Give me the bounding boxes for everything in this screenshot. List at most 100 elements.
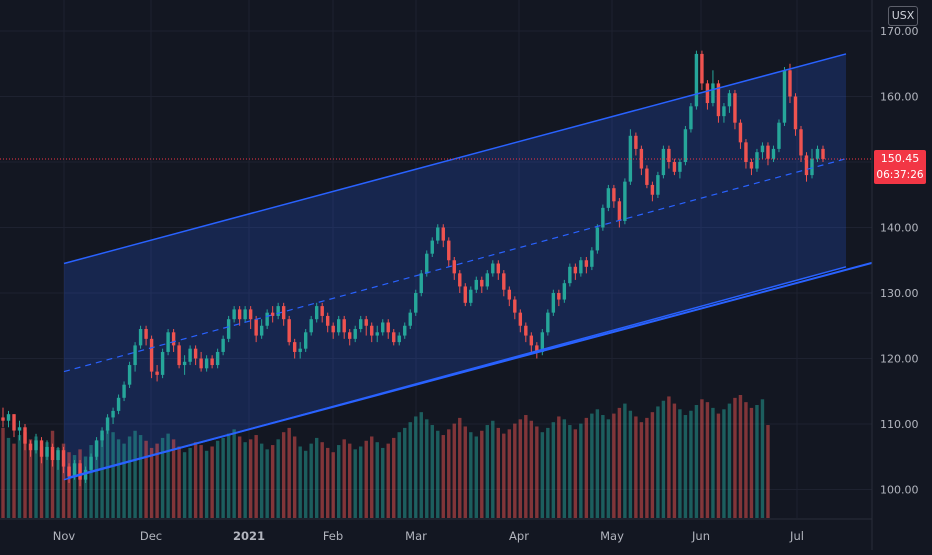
x-tick-label: 2021 bbox=[233, 529, 265, 543]
volume-bar bbox=[612, 413, 616, 518]
volume-bar bbox=[12, 443, 16, 518]
candle-body bbox=[804, 155, 809, 176]
volume-bar bbox=[259, 443, 264, 518]
candle-body bbox=[469, 289, 473, 303]
candle-body bbox=[160, 351, 165, 375]
candle-body bbox=[634, 135, 638, 149]
candle-body bbox=[94, 440, 99, 457]
volume-bar bbox=[419, 412, 423, 518]
candle-body bbox=[458, 273, 462, 287]
candle-body bbox=[738, 122, 743, 143]
volume-bar bbox=[83, 456, 88, 518]
currency-badge[interactable]: USX bbox=[888, 6, 918, 26]
volume-bar bbox=[573, 429, 578, 518]
volume-bar bbox=[226, 433, 231, 518]
volume-bar bbox=[689, 410, 693, 518]
x-tick-label: Apr bbox=[509, 529, 529, 543]
candle-body bbox=[133, 345, 137, 366]
x-tick-label: Feb bbox=[323, 529, 343, 543]
candle-body bbox=[127, 365, 132, 385]
candle-body bbox=[232, 309, 236, 320]
volume-bar bbox=[507, 429, 512, 518]
volume-bar bbox=[155, 443, 159, 518]
last-price-tag: 150.45 06:37:26 bbox=[874, 150, 926, 185]
volume-bar bbox=[744, 402, 748, 518]
candle-body bbox=[215, 351, 220, 366]
candle-body bbox=[34, 440, 38, 451]
candle-body bbox=[281, 306, 286, 320]
volume-bar bbox=[645, 417, 649, 518]
candle-body bbox=[705, 83, 710, 104]
volume-bar bbox=[601, 415, 605, 518]
volume-bar bbox=[45, 442, 49, 518]
volume-bar bbox=[579, 423, 583, 518]
y-tick-label: 170.00 bbox=[880, 25, 919, 38]
candle-body bbox=[485, 273, 490, 287]
candle-body bbox=[276, 306, 280, 316]
volume-bar bbox=[595, 409, 600, 518]
volume-bar bbox=[678, 409, 682, 518]
candle-body bbox=[535, 345, 539, 352]
volume-bar bbox=[127, 436, 132, 518]
volume-bar bbox=[403, 427, 407, 518]
volume-bar bbox=[281, 432, 286, 518]
volume-bar bbox=[292, 436, 297, 518]
candle-body bbox=[397, 335, 401, 343]
candle-body bbox=[83, 469, 88, 480]
candle-body bbox=[436, 227, 440, 241]
volume-bar bbox=[232, 429, 236, 518]
candle-body bbox=[694, 53, 699, 107]
candle-body bbox=[518, 312, 523, 326]
candle-body bbox=[325, 315, 330, 326]
candle-body bbox=[771, 148, 776, 159]
volume-bar bbox=[694, 405, 699, 518]
volume-bar bbox=[375, 442, 379, 518]
candle-body bbox=[392, 332, 396, 343]
candle-body bbox=[353, 329, 357, 339]
candle-body bbox=[50, 446, 55, 461]
candle-body bbox=[645, 168, 649, 185]
volume-bar bbox=[276, 439, 280, 518]
candle-body bbox=[540, 332, 545, 352]
candle-body bbox=[590, 250, 594, 267]
candle-body bbox=[584, 260, 589, 267]
y-tick-label: 110.00 bbox=[880, 418, 919, 431]
candle-body bbox=[727, 93, 732, 107]
candle-body bbox=[23, 427, 27, 444]
channel-upper-line bbox=[63, 53, 847, 265]
candle-body bbox=[529, 335, 534, 346]
volume-bar bbox=[557, 416, 561, 518]
volume-bar bbox=[325, 447, 330, 518]
volume-bar bbox=[491, 420, 495, 518]
volume-bar bbox=[700, 399, 704, 518]
volume-bar bbox=[397, 432, 401, 518]
candle-body bbox=[149, 338, 154, 372]
candle-body bbox=[480, 279, 484, 287]
volume-bar bbox=[628, 410, 633, 518]
x-tick-label: May bbox=[600, 529, 624, 543]
candle-body bbox=[623, 181, 627, 221]
volume-bar bbox=[474, 436, 478, 518]
volume-bar bbox=[287, 427, 291, 518]
candle-body bbox=[89, 456, 93, 470]
candle-body bbox=[100, 430, 104, 441]
volume-bar bbox=[34, 436, 38, 518]
candle-body bbox=[656, 175, 660, 195]
candle-body bbox=[815, 148, 820, 159]
candle-body bbox=[419, 273, 423, 293]
candle-body bbox=[782, 70, 787, 123]
candle-body bbox=[243, 309, 247, 320]
candle-body bbox=[144, 329, 148, 339]
volume-bar bbox=[100, 435, 104, 518]
candle-body bbox=[105, 417, 110, 431]
volume-bar bbox=[221, 437, 225, 518]
volume-bar bbox=[425, 419, 429, 518]
last-price-value: 150.45 bbox=[880, 152, 920, 166]
volume-bar bbox=[50, 430, 55, 518]
volume-bar bbox=[94, 440, 99, 518]
volume-bar bbox=[254, 435, 258, 518]
volume-bar bbox=[760, 399, 765, 518]
candle-body bbox=[298, 348, 302, 352]
